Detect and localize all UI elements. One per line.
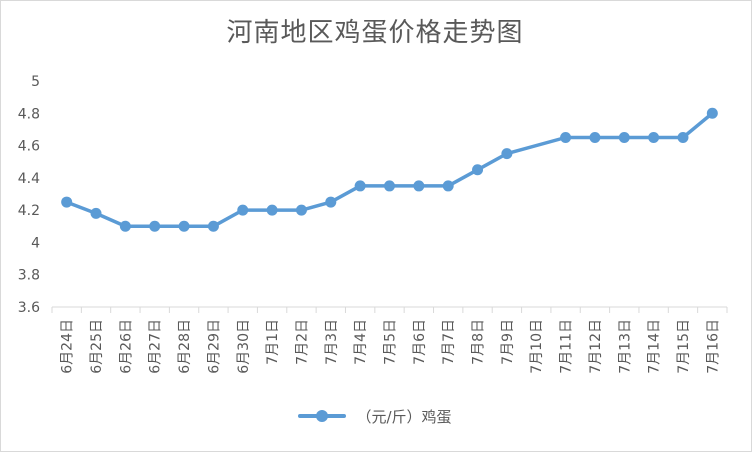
data-point: [237, 204, 249, 216]
series-line: [64, 111, 715, 229]
x-tick-label: 7月4日: [353, 319, 369, 365]
x-tick-label: 7月8日: [471, 319, 487, 365]
x-tick-label: 7月5日: [383, 319, 399, 365]
y-tick-label: 4.6: [18, 139, 40, 155]
x-tick-label: 7月6日: [412, 319, 428, 365]
data-point: [384, 180, 395, 192]
legend-marker-icon: [298, 404, 347, 428]
data-point: [149, 220, 161, 232]
x-tick-label: 7月11日: [559, 319, 575, 374]
chart-title: 河南地区鸡蛋价格走势图: [226, 18, 524, 48]
x-tick-label: 7月3日: [324, 319, 340, 365]
data-point: [61, 196, 73, 208]
x-tick-label: 7月14日: [647, 319, 663, 374]
y-tick-label: 4.8: [18, 106, 40, 122]
x-tick-label: 7月2日: [294, 319, 310, 365]
data-point: [560, 132, 572, 143]
data-point: [648, 132, 660, 143]
data-point: [706, 107, 718, 119]
data-point: [354, 180, 366, 192]
x-tick-label: 7月7日: [441, 319, 457, 365]
x-tick-label: 7月10日: [529, 319, 545, 374]
x-tick-label: 7月13日: [617, 319, 633, 374]
y-tick-label: 4: [31, 235, 40, 251]
data-point: [295, 204, 307, 216]
x-tick-label: 6月24日: [60, 319, 76, 374]
legend: （元/斤）鸡蛋: [0, 404, 750, 428]
data-point: [442, 180, 454, 192]
y-tick-label: 3.6: [18, 300, 40, 316]
x-tick-label: 6月30日: [236, 319, 252, 374]
data-point: [325, 196, 337, 208]
x-tick-label: 6月26日: [118, 319, 134, 374]
x-tick-label: 7月12日: [588, 319, 604, 374]
x-tick-label: 6月29日: [206, 319, 222, 374]
x-tick-label: 7月1日: [265, 319, 281, 365]
y-tick-label: 3.8: [18, 268, 40, 284]
data-point: [413, 180, 425, 192]
data-point: [589, 132, 601, 143]
data-point: [677, 132, 689, 143]
x-tick-label: 6月28日: [177, 319, 193, 374]
y-tick-label: 5: [31, 74, 40, 90]
data-point: [119, 220, 131, 232]
y-tick-label: 4.4: [18, 171, 40, 187]
legend-label: （元/斤）鸡蛋: [356, 407, 452, 426]
data-point: [178, 220, 190, 232]
x-tick-label: 6月25日: [89, 319, 105, 374]
data-point: [207, 220, 219, 232]
data-point: [618, 132, 630, 143]
data-point: [266, 204, 278, 216]
data-point: [501, 148, 513, 160]
data-point: [472, 164, 484, 176]
x-tick-label: 7月15日: [676, 319, 692, 374]
x-tick-label: 7月9日: [500, 319, 516, 365]
data-point: [90, 207, 102, 219]
x-tick-label: 7月16日: [705, 319, 721, 374]
y-tick-label: 4.2: [18, 203, 40, 219]
x-tick-label: 6月27日: [148, 319, 164, 374]
